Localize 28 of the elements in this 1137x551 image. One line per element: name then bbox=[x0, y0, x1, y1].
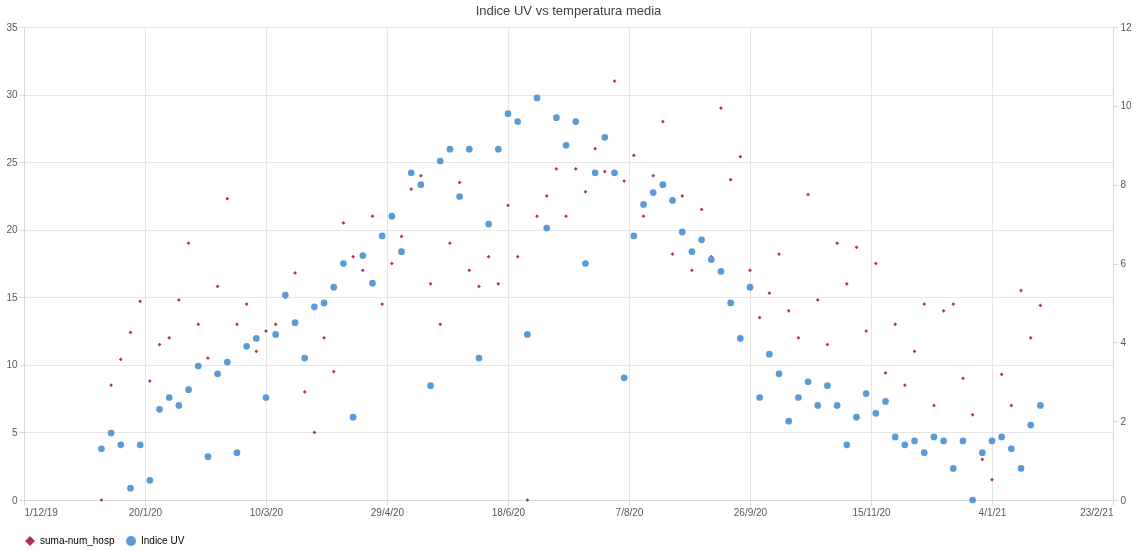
y2-tick-label: 6 bbox=[1120, 258, 1127, 269]
legend-label: Indice UV bbox=[141, 535, 185, 546]
y2-tick-label: 2 bbox=[1120, 415, 1127, 427]
y2-tick-label: 0 bbox=[1120, 494, 1127, 506]
legend-label: suma-num_hosp bbox=[40, 535, 115, 546]
x-tick-label: 18/6/20 bbox=[491, 506, 526, 518]
y2-tick-label: 12 bbox=[1120, 21, 1133, 33]
y-tick-label: 25 bbox=[6, 156, 18, 168]
x-tick-label: 7/8/20 bbox=[615, 506, 644, 518]
x-tick-label: 20/1/20 bbox=[128, 506, 163, 518]
y2-tick-label: 10 bbox=[1120, 100, 1133, 112]
x-tick-label: 29/4/20 bbox=[370, 506, 405, 518]
x-tick-label: 4/1/21 bbox=[978, 506, 1007, 518]
y-tick-label: 15 bbox=[6, 291, 18, 303]
y-tick-label: 10 bbox=[6, 359, 18, 371]
y-tick-label: 0 bbox=[11, 494, 18, 506]
y2-tick-label: 4 bbox=[1120, 336, 1127, 348]
y-tick-label: 30 bbox=[6, 89, 18, 101]
y2-tick-label: 8 bbox=[1120, 179, 1127, 191]
x-tick-label: 15/11/20 bbox=[852, 506, 892, 518]
x-tick-label: 23/2/21 bbox=[1080, 506, 1114, 518]
x-tick-label: 10/3/20 bbox=[249, 506, 284, 518]
x-tick-label: 26/9/20 bbox=[733, 506, 768, 518]
y-tick-label: 35 bbox=[6, 21, 18, 33]
y-tick-label: 20 bbox=[6, 224, 18, 236]
x-tick-label: 1/12/19 bbox=[24, 506, 59, 518]
y-tick-label: 5 bbox=[11, 426, 18, 438]
chart-title: Indice UV vs temperatura media bbox=[475, 3, 663, 18]
